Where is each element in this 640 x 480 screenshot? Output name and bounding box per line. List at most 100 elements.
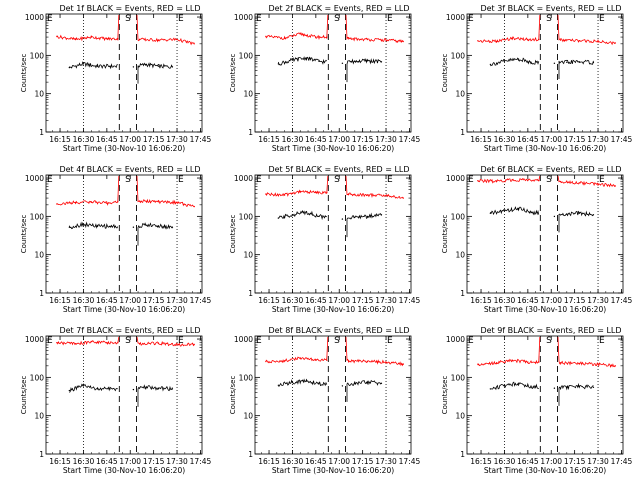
- lld-data-point: [90, 341, 92, 343]
- y-tick-label: 1000: [234, 174, 253, 183]
- events-data-point: [341, 218, 344, 220]
- x-axis-label: Start Time (30-Nov-10 16:06:20): [484, 466, 606, 475]
- detector-panel-5: Det 5f BLACK = Events, RED = LLD 1 10 100 10…: [229, 165, 420, 314]
- lld-data-point: [265, 193, 267, 195]
- lld-series-line: [265, 14, 329, 40]
- x-tick-label: 17:15: [143, 135, 165, 144]
- lld-data-point: [527, 361, 529, 363]
- lld-data-point: [106, 342, 108, 344]
- plot-frame: [254, 13, 412, 133]
- events-series-line: [490, 57, 540, 67]
- lld-series-line: [136, 336, 195, 347]
- lld-data-point: [495, 40, 498, 43]
- events-data-point: [291, 59, 294, 61]
- x-tick-label: 17:45: [190, 135, 212, 144]
- detector-panel-4: Det 4f BLACK = Events, RED = LLD 1 10 100 10…: [20, 165, 211, 314]
- x-tick-label: 17:00: [540, 457, 562, 466]
- x-tick-label: 17:45: [399, 457, 421, 466]
- lld-data-point: [597, 183, 599, 185]
- lld-data-point: [193, 43, 195, 45]
- events-data-point: [318, 60, 320, 62]
- events-data-point: [380, 214, 383, 216]
- x-axis-label: Start Time (30-Nov-10 16:06:20): [63, 144, 185, 153]
- events-series-line: [558, 382, 594, 406]
- spike-marker: S: [546, 336, 552, 346]
- x-tick-label: 17:30: [375, 457, 397, 466]
- lld-series-line: [557, 336, 616, 368]
- events-data-point: [366, 215, 368, 218]
- event-end-marker: E: [387, 175, 393, 185]
- events-data-point: [566, 386, 568, 388]
- y-tick-label: 100: [239, 212, 254, 221]
- x-tick-label: 17:00: [328, 457, 350, 466]
- x-tick-label: 17:15: [564, 296, 586, 305]
- y-tick-label: 1000: [446, 13, 465, 22]
- plot-frame: [45, 335, 203, 455]
- events-data-point: [578, 212, 580, 214]
- events-data-point: [145, 224, 147, 226]
- lld-data-point: [527, 38, 529, 41]
- x-tick-label: 16:15: [258, 296, 280, 305]
- events-series-line: [69, 221, 119, 230]
- spike-marker: S: [334, 14, 340, 24]
- y-axis-label: Counts/sec: [229, 215, 237, 254]
- x-tick-label: 17:30: [166, 296, 188, 305]
- panel-title: Det 1f BLACK = Events, RED = LLD: [59, 4, 200, 13]
- x-axis-label: Start Time (30-Nov-10 16:06:20): [272, 144, 394, 153]
- x-tick-label: 16:30: [73, 135, 95, 144]
- lld-data-point: [56, 203, 58, 205]
- spike-marker: S: [546, 14, 552, 24]
- lld-data-point: [299, 190, 301, 192]
- lld-data-point: [578, 182, 580, 184]
- x-tick-label: 16:15: [49, 457, 71, 466]
- panel-title: Det 7f BLACK = Events, RED = LLD: [59, 326, 200, 335]
- events-series-line: [490, 206, 540, 216]
- x-tick-label: 17:45: [190, 457, 212, 466]
- lld-data-point: [117, 201, 119, 203]
- lld-data-point: [315, 359, 317, 361]
- spike-marker: S: [125, 336, 131, 346]
- lld-series-line: [477, 175, 541, 184]
- events-data-point: [592, 386, 595, 388]
- y-tick-label: 1000: [234, 13, 253, 22]
- panel-title: Det 9f BLACK = Events, RED = LLD: [480, 326, 621, 335]
- event-end-marker: E: [599, 175, 605, 185]
- events-data-point: [566, 213, 568, 215]
- spike-marker: S: [546, 175, 552, 185]
- y-tick-label: 100: [239, 373, 254, 382]
- lld-data-point: [315, 191, 317, 194]
- events-data-point: [277, 217, 280, 219]
- plot-frame: [45, 174, 203, 294]
- x-tick-label: 17:00: [328, 135, 350, 144]
- lld-series-line: [345, 14, 404, 44]
- events-data-point: [553, 215, 556, 218]
- x-tick-label: 17:15: [143, 457, 165, 466]
- events-data-point: [171, 226, 174, 228]
- plot-frame: [45, 13, 203, 133]
- lld-data-point: [176, 201, 178, 204]
- event-start-marker: E: [468, 336, 474, 346]
- lld-data-point: [138, 200, 141, 202]
- events-data-point: [157, 65, 159, 67]
- lld-series-line: [557, 175, 616, 188]
- detector-panel-9: Det 9f BLACK = Events, RED = LLD 1 10 100 10…: [441, 326, 632, 475]
- lld-data-point: [402, 40, 404, 43]
- y-tick-label: 100: [30, 373, 45, 382]
- lld-series-line: [265, 175, 329, 198]
- events-data-point: [553, 62, 556, 64]
- y-tick-label: 100: [30, 51, 45, 60]
- y-tick-label: 10: [455, 90, 465, 99]
- x-tick-label: 17:45: [190, 296, 212, 305]
- events-data-point: [503, 384, 506, 386]
- events-data-point: [82, 223, 85, 225]
- events-data-point: [354, 216, 356, 218]
- event-start-marker: E: [468, 175, 474, 185]
- lld-data-point: [265, 360, 267, 363]
- lld-series-line: [56, 14, 120, 42]
- lld-series-line: [345, 175, 404, 199]
- plot-frame: [466, 174, 624, 294]
- events-data-point: [96, 65, 99, 67]
- events-series-line: [558, 210, 594, 233]
- events-data-point: [305, 57, 308, 59]
- x-tick-label: 16:30: [282, 457, 304, 466]
